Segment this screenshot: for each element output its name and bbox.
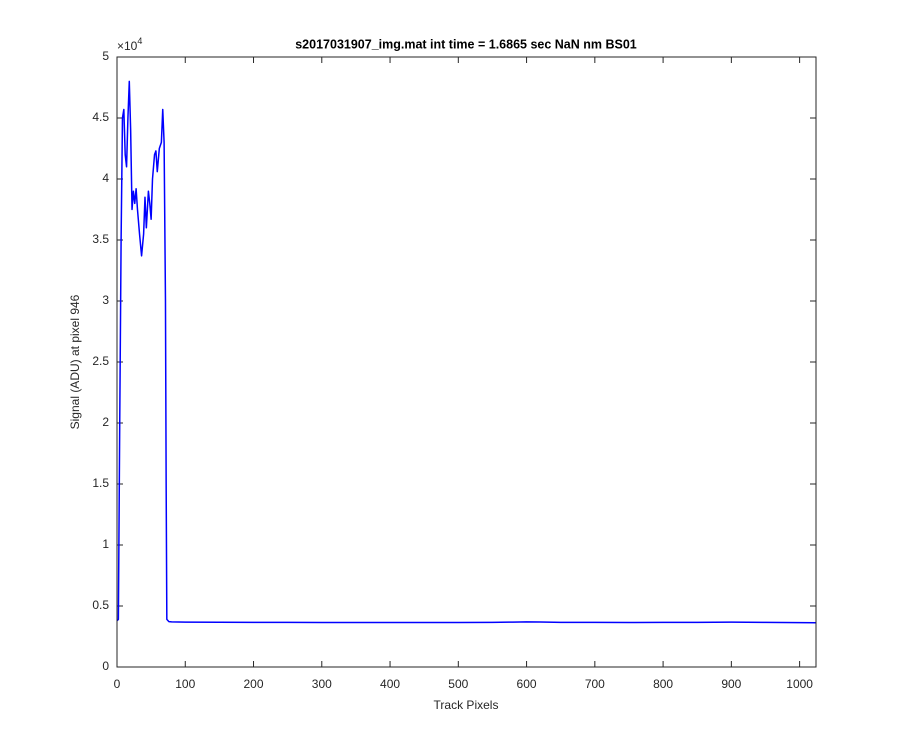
y-tick-label: 4.5	[92, 110, 109, 124]
y-tick-label: 0.5	[92, 598, 109, 612]
y-tick-label: 3.5	[92, 232, 109, 246]
y-tick-label: 1	[102, 537, 109, 551]
plot-frame	[116, 56, 817, 668]
y-axis-label: Signal (ADU) at pixel 946	[68, 294, 82, 429]
x-tick-label: 1000	[786, 677, 813, 691]
x-tick-label: 200	[244, 677, 264, 691]
y-tick-label: 0	[102, 659, 109, 673]
y-tick-label: 3	[102, 293, 109, 307]
x-tick-label: 900	[721, 677, 741, 691]
x-axis-label: Track Pixels	[434, 698, 499, 712]
y-tick-label: 1.5	[92, 476, 109, 490]
x-tick-label: 500	[448, 677, 468, 691]
data-line	[116, 80, 817, 624]
y-exponent: ×104	[117, 36, 142, 53]
x-tick-label: 0	[114, 677, 121, 691]
y-tick-label: 4	[102, 171, 109, 185]
y-exponent-power: 4	[137, 36, 142, 46]
chart-title: s2017031907_img.mat int time = 1.6865 se…	[295, 37, 637, 51]
x-tick-label: 800	[653, 677, 673, 691]
y-tick-label: 5	[102, 49, 109, 63]
x-tick-label: 700	[585, 677, 605, 691]
x-tick-label: 600	[517, 677, 537, 691]
x-tick-label: 100	[175, 677, 195, 691]
x-tick-label: 300	[312, 677, 332, 691]
y-tick-label: 2.5	[92, 354, 109, 368]
x-tick-label: 400	[380, 677, 400, 691]
y-tick-label: 2	[102, 415, 109, 429]
y-exponent-base: ×10	[117, 39, 138, 53]
